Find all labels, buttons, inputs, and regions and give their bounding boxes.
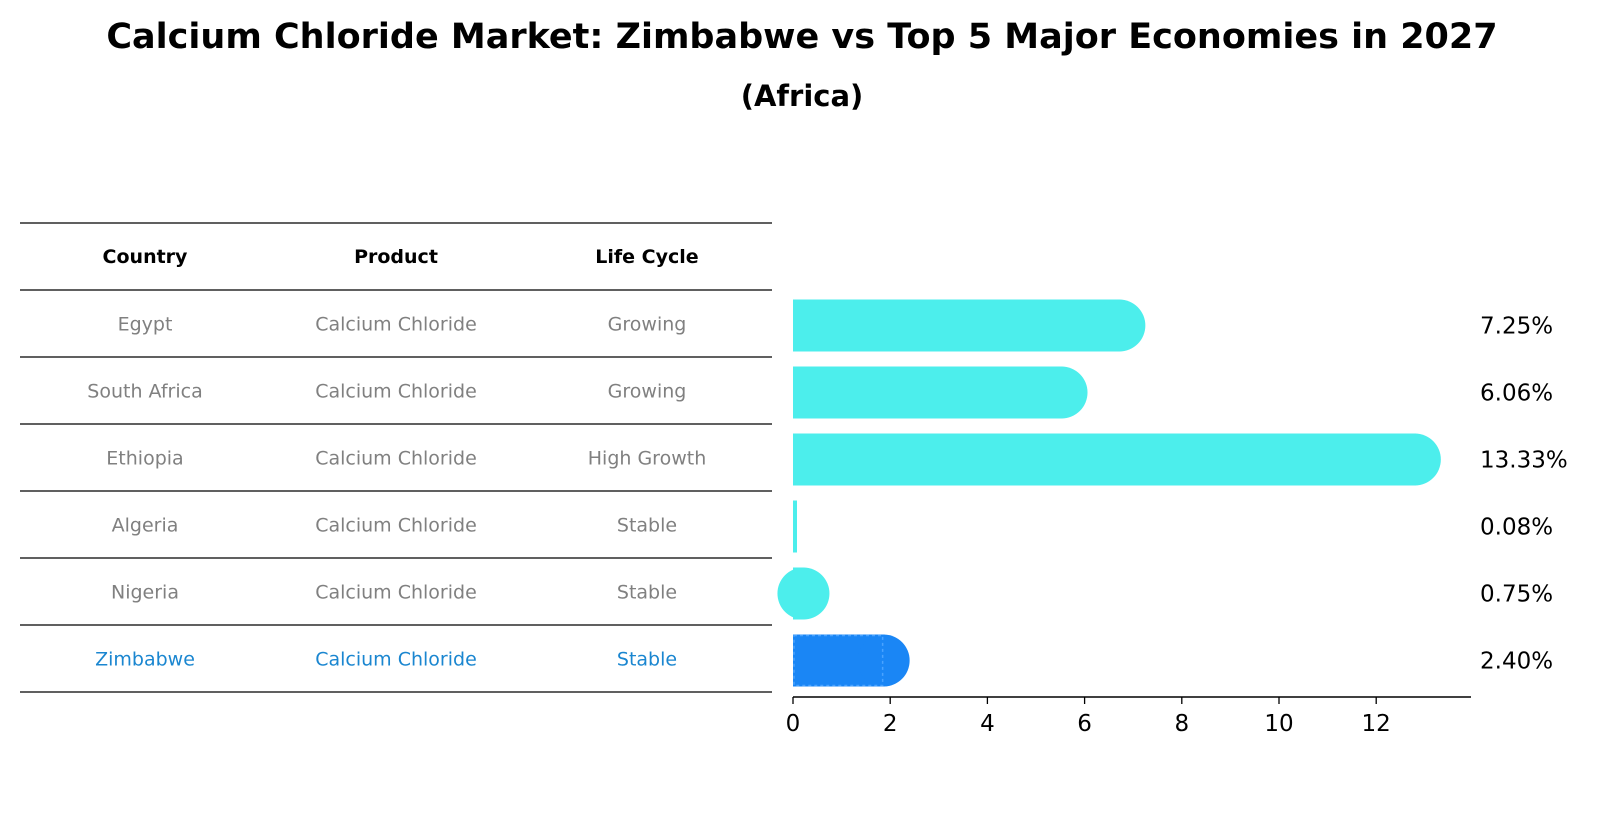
table-cell-product: Calcium Chloride [315, 314, 477, 336]
bar-nigeria: 0.75% [777, 567, 1553, 620]
bar-cap [1388, 433, 1441, 486]
table-header-life-cycle: Life Cycle [595, 246, 698, 268]
x-tick-label: 8 [1174, 711, 1189, 737]
table-cell-country: Zimbabwe [95, 649, 195, 671]
table-cell-life-cycle: Growing [608, 381, 687, 403]
table-cell-country: Algeria [112, 515, 179, 537]
bar-zimbabwe: 2.40% [793, 634, 1553, 687]
bar-rect [793, 299, 1121, 352]
table-row: Egypt Calcium Chloride Growing [118, 314, 687, 336]
table-row: South Africa Calcium Chloride Growing [87, 381, 686, 403]
chart-subtitle: (Africa) [740, 79, 864, 113]
table-cell-country: South Africa [87, 381, 202, 403]
x-tick-label: 0 [786, 711, 801, 737]
table-cell-product: Calcium Chloride [315, 381, 477, 403]
table-cell-product: Calcium Chloride [315, 515, 477, 537]
table-cell-country: Egypt [118, 314, 173, 336]
bar-rect [793, 500, 797, 553]
table-cell-country: Nigeria [111, 582, 179, 604]
table-cell-country: Ethiopia [106, 448, 183, 470]
bar-algeria: 0.08% [793, 500, 1553, 553]
bar-south-africa: 6.06% [793, 366, 1553, 419]
x-tick-label: 2 [883, 711, 898, 737]
bar-cap [777, 567, 830, 620]
bar-cap [1035, 366, 1088, 419]
bar-cap [1093, 299, 1146, 352]
bar-value-label: 0.75% [1480, 582, 1553, 608]
bar-cap [857, 634, 910, 687]
table-cell-life-cycle: Stable [617, 515, 677, 537]
table-cell-product: Calcium Chloride [315, 649, 477, 671]
bar-rect [793, 433, 1416, 486]
table-header-country: Country [103, 246, 189, 268]
table-row: Zimbabwe Calcium Chloride Stable [95, 649, 677, 671]
table-row: Algeria Calcium Chloride Stable [112, 515, 677, 537]
bar-highlight-outline [793, 634, 884, 687]
table-cell-life-cycle: Stable [617, 649, 677, 671]
table-cell-product: Calcium Chloride [315, 582, 477, 604]
x-tick-label: 12 [1362, 711, 1391, 737]
x-tick-label: 10 [1264, 711, 1293, 737]
bar-value-label: 6.06% [1480, 381, 1553, 407]
table-cell-life-cycle: Stable [617, 582, 677, 604]
bar-chart: 7.25% 6.06% 13.33% 0.08% 0.75% 2.40% [777, 299, 1568, 687]
bar-egypt: 7.25% [793, 299, 1553, 352]
table-cell-product: Calcium Chloride [315, 448, 477, 470]
bar-value-label: 0.08% [1480, 515, 1553, 541]
bar-value-label: 2.40% [1480, 649, 1553, 675]
x-axis: 0 2 4 6 8 10 12 [786, 696, 1471, 737]
chart-title: Calcium Chloride Market: Zimbabwe vs Top… [106, 17, 1498, 57]
bar-value-label: 7.25% [1480, 314, 1553, 340]
x-tick-label: 6 [1077, 711, 1092, 737]
table-row: Nigeria Calcium Chloride Stable [111, 582, 677, 604]
bar-ethiopia: 13.33% [793, 433, 1568, 486]
data-table: Country Product Life Cycle Egypt Calcium … [20, 222, 772, 693]
x-tick-label: 4 [980, 711, 995, 737]
bar-rect [793, 366, 1063, 419]
table-cell-life-cycle: High Growth [588, 448, 706, 470]
table-cell-life-cycle: Growing [608, 314, 687, 336]
table-header-product: Product [354, 246, 438, 268]
bar-value-label: 13.33% [1480, 448, 1568, 474]
table-row: Ethiopia Calcium Chloride High Growth [106, 448, 706, 470]
